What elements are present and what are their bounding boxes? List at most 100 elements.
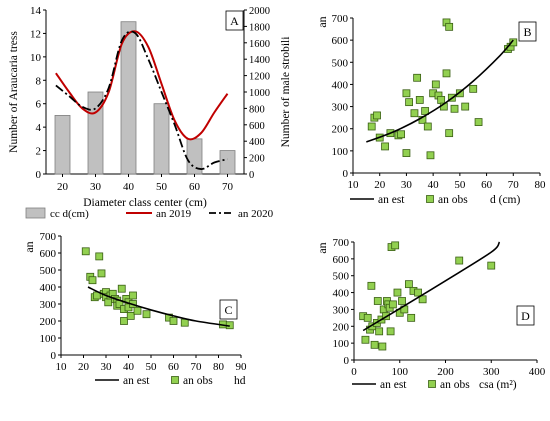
d-data-point: [388, 300, 397, 309]
b-data-point: [469, 84, 478, 93]
b-data-point: [381, 142, 389, 151]
b-data-point: [402, 89, 411, 98]
d-panel-label-box: [516, 305, 535, 326]
d-x-tick-label: 300: [483, 366, 500, 378]
c-panel-label-box: [219, 299, 238, 320]
c-x-axis-title: hd: [234, 375, 246, 387]
b-data-point: [445, 22, 454, 31]
a-x-tick-label: 60: [189, 181, 201, 193]
d-data-point: [393, 288, 402, 297]
d-x-axis-title: csa (m²): [479, 379, 517, 391]
b-x-tick-label: 80: [535, 179, 547, 191]
d-x-tick-label: 0: [351, 366, 357, 378]
a-x-tick-label: 30: [90, 181, 102, 193]
b-x-tick-label: 30: [401, 179, 413, 191]
a-left-axis-title: Number of Araucaria tress: [8, 31, 20, 153]
a-x-axis-title: Diameter class center (cm): [83, 197, 207, 209]
b-data-point: [421, 107, 430, 115]
c-x-tick-label: 60: [168, 361, 180, 373]
c-legend-label-obs: an obs: [183, 375, 213, 387]
c-data-point: [104, 298, 113, 307]
d-panel-label: D: [521, 309, 530, 323]
d-x-tick-label: 200: [437, 366, 454, 378]
a-legend-label-2020: an 2020: [238, 208, 274, 220]
d-legend-label-obs: an obs: [440, 379, 470, 391]
c-data-point: [120, 317, 128, 325]
d-x-tick-label: 400: [529, 366, 546, 378]
a-left-tick-label: 4: [36, 122, 42, 134]
a-x-tick-label: 20: [57, 181, 69, 193]
c-fit-line: [87, 286, 230, 327]
b-y-axis-title: an: [315, 16, 329, 27]
a-left-tick-label: 12: [30, 28, 41, 40]
a-right-tick-label: 1200: [249, 72, 270, 83]
d-data-point: [370, 340, 379, 349]
d-y-axis-title: an: [315, 242, 329, 253]
b-data-point: [415, 96, 424, 104]
b-data-point: [445, 129, 454, 138]
a-line-an-2019: [55, 30, 229, 141]
b-y-tick-label: 200: [332, 124, 349, 136]
b-legend-label-est: an est: [378, 194, 405, 206]
d-data-point: [373, 297, 382, 305]
a-legend-swatch-bars: [25, 207, 46, 219]
a-bar: [219, 150, 236, 175]
b-data-point: [442, 69, 451, 78]
b-y-tick-label: 300: [332, 102, 349, 114]
b-data-point: [413, 73, 422, 82]
a-x-tick-label: 70: [222, 181, 234, 193]
b-data-point: [437, 96, 446, 104]
b-data-point: [367, 122, 376, 131]
d-y-tick-label: 600: [333, 254, 350, 266]
d-data-point: [455, 256, 464, 265]
b-data-point: [397, 130, 405, 139]
a-x-tick-label: 40: [123, 181, 135, 193]
d-data-point: [418, 295, 427, 304]
b-data-point: [461, 102, 470, 111]
a-left-tick-label: 6: [36, 99, 42, 111]
c-data-point: [97, 269, 106, 278]
d-data-point: [414, 288, 422, 297]
c-y-axis-title: an: [22, 241, 36, 252]
b-y-tick-label: 700: [332, 13, 349, 25]
a-panel-label-box: [225, 10, 244, 31]
c-data-point: [180, 318, 189, 327]
a-right-tick-label: 200: [249, 154, 265, 165]
b-x-tick-label: 70: [508, 179, 520, 191]
a-left-tick-label: 0: [36, 169, 42, 181]
b-data-point: [509, 38, 518, 47]
c-x-tick-label: 50: [146, 361, 158, 373]
b-y-tick-label: 0: [343, 168, 349, 180]
d-data-point: [398, 297, 406, 305]
c-legend-label-est: an est: [123, 375, 150, 387]
a-right-tick-label: 1400: [249, 55, 270, 66]
c-data-point: [169, 317, 178, 325]
c-x-tick-label: 80: [213, 361, 225, 373]
a-legend-label-bars: cc d(cm): [50, 208, 89, 220]
d-data-point: [404, 280, 413, 289]
a-right-tick-label: 600: [249, 121, 265, 132]
c-x-tick-label: 90: [236, 361, 248, 373]
c-y-tick-label: 600: [40, 248, 57, 260]
d-y-tick-label: 500: [333, 271, 350, 283]
d-data-point: [378, 342, 387, 351]
a-left-tick-label: 8: [36, 75, 42, 87]
b-data-point: [410, 109, 419, 118]
c-data-point: [95, 252, 104, 261]
a-x-tick-label: 50: [156, 181, 168, 193]
b-y-tick-label: 400: [332, 79, 349, 91]
d-data-point: [487, 261, 496, 270]
d-data-point: [363, 313, 372, 322]
a-right-tick-label: 400: [249, 137, 265, 148]
c-x-tick-label: 20: [78, 361, 90, 373]
c-data-point: [133, 306, 142, 315]
d-legend-swatch-obs: [428, 380, 436, 388]
d-data-point: [367, 281, 376, 290]
d-data-point: [375, 327, 384, 336]
d-data-point: [407, 313, 416, 322]
b-data-point: [455, 89, 464, 98]
a-panel-label: A: [230, 14, 239, 28]
d-y-tick-label: 700: [333, 237, 350, 249]
